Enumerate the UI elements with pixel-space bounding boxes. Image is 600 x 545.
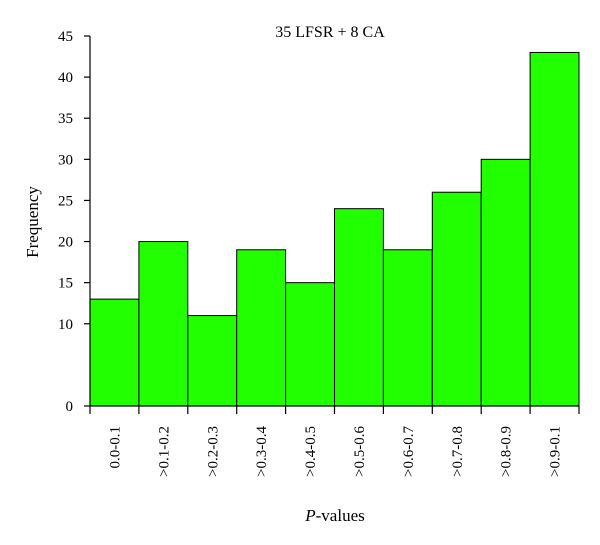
x-tick-label: >0.3-0.4 [254, 426, 270, 477]
chart-title: 35 LFSR + 8 CA [275, 24, 385, 41]
bar-4 [236, 249, 287, 407]
y-tick-label: 40 [58, 70, 73, 86]
bar-2 [138, 241, 189, 407]
y-tick-label: 30 [58, 152, 73, 168]
x-tick-label: >0.8-0.9 [499, 426, 515, 477]
x-tick-label: >0.5-0.6 [352, 426, 368, 477]
y-tick-label: 35 [58, 111, 73, 127]
bar-1 [89, 298, 140, 407]
x-axis-title: P-values [304, 506, 364, 525]
bar-9 [480, 158, 531, 407]
x-tick-label: >0.7-0.8 [450, 426, 466, 477]
y-tick-label: 0 [66, 399, 74, 415]
x-axis-title-rest: -values [316, 506, 365, 525]
x-tick-label: >0.9-0.1 [548, 426, 564, 477]
x-axis-title-italic: P [304, 506, 315, 525]
y-tick-label: 10 [58, 317, 73, 333]
bar-7 [382, 249, 433, 407]
x-tick-label: >0.6-0.7 [401, 426, 417, 477]
bar-3 [187, 315, 238, 407]
bar-8 [431, 191, 482, 407]
x-tick-label: >0.4-0.5 [303, 426, 319, 477]
y-axis: 0 10 15 20 25 30 35 40 45 [58, 29, 91, 415]
x-tick-label: >0.1-0.2 [156, 426, 172, 477]
x-tick-label: 0.0-0.1 [107, 426, 123, 469]
y-tick-label: 20 [58, 235, 73, 251]
bars-group [89, 51, 580, 407]
x-tick-label: >0.2-0.3 [205, 426, 221, 477]
bar-5 [285, 282, 336, 407]
y-axis-title: Frequency [23, 186, 42, 258]
y-tick-label: 15 [58, 276, 73, 292]
x-axis: 0.0-0.1 >0.1-0.2 >0.2-0.3 >0.3-0.4 >0.4-0.5 >… [89, 405, 580, 477]
bar-10 [529, 51, 580, 407]
y-tick-label: 25 [58, 193, 73, 209]
y-tick-label: 45 [58, 29, 73, 45]
bar-6 [334, 208, 384, 407]
